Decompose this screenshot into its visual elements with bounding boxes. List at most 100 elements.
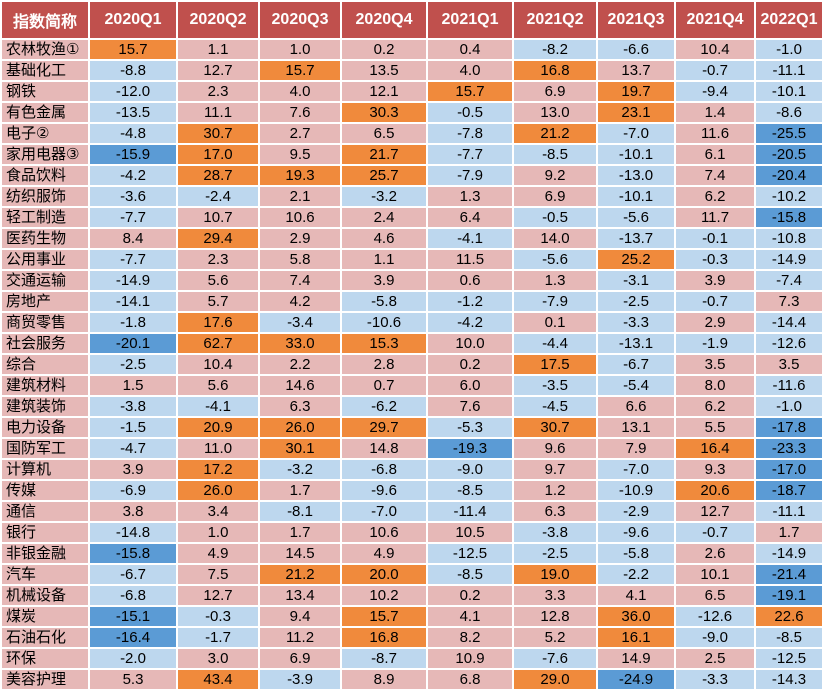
heat-cell: 10.5 (426, 521, 514, 544)
heat-cell: 4.0 (426, 59, 514, 82)
heat-cell: 7.3 (754, 290, 822, 313)
heat-cell: 13.4 (258, 584, 342, 607)
heat-cell: -5.8 (340, 290, 428, 313)
heat-cell: -6.7 (596, 353, 676, 376)
heat-cell: 21.7 (340, 143, 428, 166)
table-row: 社会服务 -20.1 62.7 33.0 15.3 10.0 -4.4 -13.1 -1.9 -1… (0, 332, 822, 355)
heat-cell: -3.4 (258, 311, 342, 334)
table-row: 家用电器③ -15.9 17.0 9.5 21.7 -7.7 -8.5 -10.1 6.1 -20… (0, 143, 822, 166)
heat-cell: 13.7 (596, 59, 676, 82)
heat-cell: -3.5 (512, 374, 598, 397)
table-row: 建筑材料 1.5 5.6 14.6 0.7 6.0 -3.5 -5.4 8.0 -11.6 (0, 374, 822, 397)
heat-cell: -4.8 (88, 122, 178, 145)
row-label: 美容护理 (0, 668, 90, 691)
heat-cell: 29.4 (176, 227, 260, 250)
heat-cell: 3.5 (674, 353, 756, 376)
heat-cell: 10.0 (426, 332, 514, 355)
row-label: 综合 (0, 353, 90, 376)
heat-cell: -8.5 (754, 626, 822, 649)
heat-cell: 17.6 (176, 311, 260, 334)
heat-cell: 2.1 (258, 185, 342, 208)
heat-cell: 5.6 (176, 374, 260, 397)
table-row: 公用事业 -7.7 2.3 5.8 1.1 11.5 -5.6 25.2 -0.3 -14.9 (0, 248, 822, 271)
row-label: 家用电器③ (0, 143, 90, 166)
heat-cell: 2.3 (176, 248, 260, 271)
heat-cell: -9.6 (340, 479, 428, 502)
heat-cell: 14.6 (258, 374, 342, 397)
heat-cell: 19.7 (596, 80, 676, 103)
heat-cell: 0.7 (340, 374, 428, 397)
heat-cell: 12.7 (176, 59, 260, 82)
heat-cell: -6.8 (88, 584, 178, 607)
heat-cell: -19.1 (754, 584, 822, 607)
heat-cell: 6.9 (512, 80, 598, 103)
heat-cell: -9.4 (674, 80, 756, 103)
heat-cell: -8.6 (754, 101, 822, 124)
heat-cell: 1.7 (258, 479, 342, 502)
header-label-cell: 指数简称 (0, 0, 90, 40)
table-row: 轻工制造 -7.7 10.7 10.6 2.4 6.4 -0.5 -5.6 11.7 -15.8 (0, 206, 822, 229)
heat-cell: -1.7 (176, 626, 260, 649)
row-label: 建筑装饰 (0, 395, 90, 418)
heat-cell: 9.6 (512, 437, 598, 460)
heat-cell: -4.1 (176, 395, 260, 418)
table-row: 机械设备 -6.8 12.7 13.4 10.2 0.2 3.3 4.1 6.5 -19.1 (0, 584, 822, 607)
heat-cell: -1.0 (754, 38, 822, 61)
table-row: 房地产 -14.1 5.7 4.2 -5.8 -1.2 -7.9 -2.5 -0.7 7.3 (0, 290, 822, 313)
heat-cell: -4.2 (426, 311, 514, 334)
heat-cell: 5.8 (258, 248, 342, 271)
table-row: 环保 -2.0 3.0 6.9 -8.7 10.9 -7.6 14.9 2.5 -12.5 (0, 647, 822, 670)
heat-cell: -14.3 (754, 668, 822, 691)
heat-cell: -12.5 (426, 542, 514, 565)
heat-cell: -5.6 (596, 206, 676, 229)
table-row: 农林牧渔① 15.7 1.1 1.0 0.2 0.4 -8.2 -6.6 10.4 -1.0 (0, 38, 822, 61)
heat-cell: 6.6 (596, 395, 676, 418)
heat-cell: -15.8 (754, 206, 822, 229)
row-label: 基础化工 (0, 59, 90, 82)
heat-cell: 6.5 (340, 122, 428, 145)
heat-cell: -7.0 (596, 122, 676, 145)
heat-cell: -5.6 (512, 248, 598, 271)
heat-cell: -7.7 (88, 248, 178, 271)
heat-cell: 7.9 (596, 437, 676, 460)
heat-cell: 5.6 (176, 269, 260, 292)
table-row: 有色金属 -13.5 11.1 7.6 30.3 -0.5 13.0 23.1 1.4 -8.6 (0, 101, 822, 124)
table-row: 食品饮料 -4.2 28.7 19.3 25.7 -7.9 9.2 -13.0 7.4 -20.4 (0, 164, 822, 187)
heat-cell: 1.0 (258, 38, 342, 61)
table-row: 交通运输 -14.9 5.6 7.4 3.9 0.6 1.3 -3.1 3.9 -7.4 (0, 269, 822, 292)
heat-cell: -11.4 (426, 500, 514, 523)
heat-cell: 6.9 (512, 185, 598, 208)
heat-cell: -4.1 (426, 227, 514, 250)
heat-cell: -10.9 (596, 479, 676, 502)
row-label: 通信 (0, 500, 90, 523)
heat-cell: 7.6 (258, 101, 342, 124)
heat-cell: 3.0 (176, 647, 260, 670)
heat-cell: 15.7 (88, 38, 178, 61)
row-label: 银行 (0, 521, 90, 544)
heat-cell: -19.3 (426, 437, 514, 460)
heat-cell: 33.0 (258, 332, 342, 355)
heat-cell: 7.4 (674, 164, 756, 187)
heat-cell: 4.0 (258, 80, 342, 103)
heat-cell: -8.8 (88, 59, 178, 82)
heat-cell: -3.2 (258, 458, 342, 481)
heat-cell: -7.7 (426, 143, 514, 166)
heat-cell: -23.3 (754, 437, 822, 460)
row-label: 钢铁 (0, 80, 90, 103)
table-body: 农林牧渔① 15.7 1.1 1.0 0.2 0.4 -8.2 -6.6 10.4 -1.0 基础化… (0, 38, 822, 691)
heat-cell: -8.2 (512, 38, 598, 61)
heat-cell: -20.4 (754, 164, 822, 187)
heat-cell: 29.0 (512, 668, 598, 691)
heat-cell: -10.1 (596, 143, 676, 166)
heat-cell: -7.0 (340, 500, 428, 523)
heat-cell: 7.6 (426, 395, 514, 418)
heat-cell: 10.6 (340, 521, 428, 544)
heat-cell: 26.0 (258, 416, 342, 439)
heat-cell: 14.5 (258, 542, 342, 565)
heat-cell: -17.8 (754, 416, 822, 439)
table-row: 综合 -2.5 10.4 2.2 2.8 0.2 17.5 -6.7 3.5 3.5 (0, 353, 822, 376)
heat-cell: -2.5 (512, 542, 598, 565)
heat-cell: 43.4 (176, 668, 260, 691)
heat-cell: 62.7 (176, 332, 260, 355)
heat-cell: 6.3 (258, 395, 342, 418)
